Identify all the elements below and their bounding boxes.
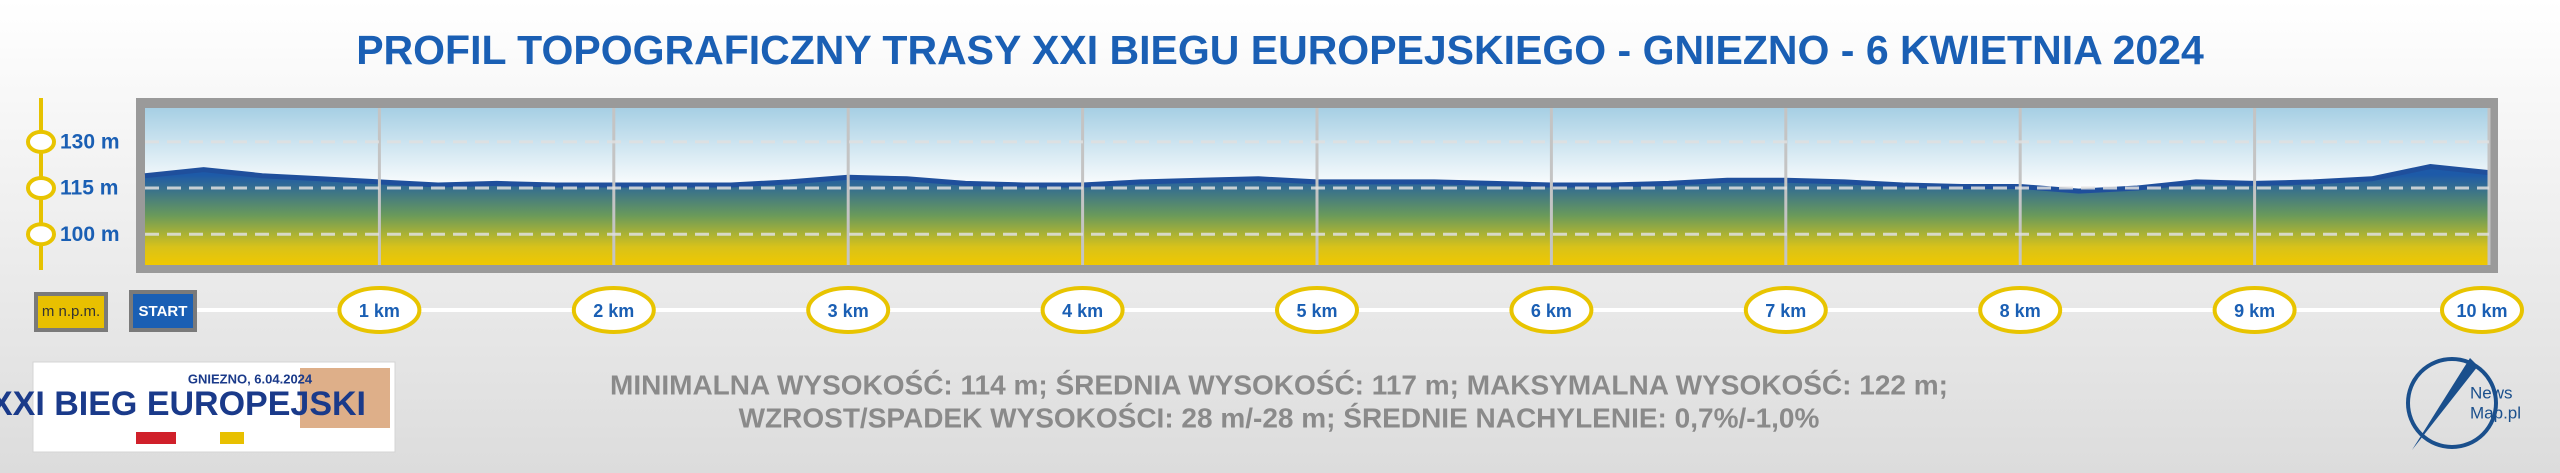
x-tick-marker [1509,286,1594,334]
x-tick-label: 10 km [2456,301,2507,321]
x-tick-marker [1978,286,2063,334]
y-tick-marker [26,222,56,247]
brand-logo-circle [2406,357,2498,449]
brand-logo: News Map.pl [2406,357,2521,450]
x-tick-marker [2440,286,2524,334]
sponsor-mark [220,432,244,444]
y-tick-marker [26,129,56,154]
x-tick-label: 4 km [1062,301,1103,321]
x-tick-label: 2 km [593,301,634,321]
y-tick-marker [26,176,56,201]
x-tick-marker [337,286,422,334]
event-logo-date: GNIEZNO, 6.04.2024 [188,371,313,386]
x-tick-label: 7 km [1765,301,1806,321]
event-logo-name: XXI BIEG EUROPEJSKI [0,385,366,423]
x-tick-label: START [139,303,188,320]
start-box [129,290,197,332]
event-logo: GNIEZNO, 6.04.2024 XXI BIEG EUROPEJSKI [0,361,396,453]
x-tick-label: 3 km [828,301,869,321]
x-tick-marker [806,286,891,334]
x-tick-label: 5 km [1296,301,1337,321]
y-tick-label: 115 m [60,177,118,200]
x-tick-marker [1275,286,1359,334]
stats-line: WZROST/SPADEK WYSOKOŚCI: 28 m/-28 m; ŚRE… [739,402,1820,433]
unit-box [34,292,108,332]
x-tick-marker [1743,286,1828,334]
x-tick-label: 6 km [1531,301,1572,321]
y-tick-label: 100 m [60,223,120,246]
x-tick-marker [1040,286,1125,334]
sponsor-mark [136,432,176,444]
brand-logo-text: News [2470,383,2513,402]
x-tick-marker [571,286,656,334]
x-tick-marker [2212,286,2297,334]
brand-logo-text: Map.pl [2470,403,2521,422]
y-tick-label: 130 m [60,130,120,153]
unit-label: m n.p.m. [42,303,100,320]
chart-title: PROFIL TOPOGRAFICZNY TRASY XXI BIEGU EUR… [356,27,2204,73]
stats-line: MINIMALNA WYSOKOŚĆ: 114 m; ŚREDNIA WYSOK… [610,369,1948,400]
event-logo-image [300,368,390,428]
brand-logo-needle [2412,358,2478,450]
x-tick-label: 1 km [359,301,400,321]
x-tick-label: 9 km [2234,301,2275,321]
x-tick-label: 8 km [2000,301,2041,321]
